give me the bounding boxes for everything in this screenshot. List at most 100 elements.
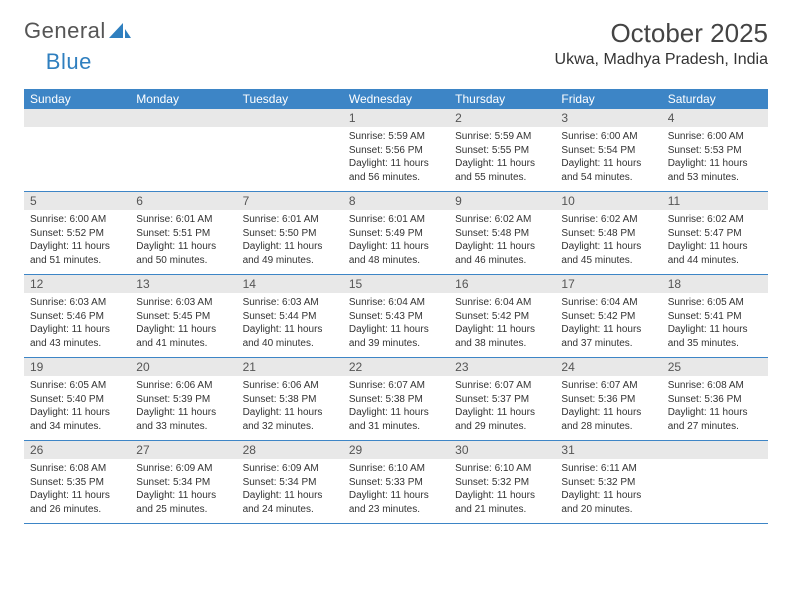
sunrise-text: Sunrise: 6:07 AM (349, 379, 443, 393)
brand-sail-icon (109, 23, 131, 41)
sunset-text: Sunset: 5:36 PM (561, 393, 655, 407)
day-info: Sunrise: 6:02 AMSunset: 5:48 PMDaylight:… (449, 210, 555, 269)
day-cell (662, 441, 768, 523)
daylight-text: Daylight: 11 hours and 55 minutes. (455, 157, 549, 184)
sunrise-text: Sunrise: 6:07 AM (455, 379, 549, 393)
sunrise-text: Sunrise: 6:06 AM (136, 379, 230, 393)
day-info: Sunrise: 6:05 AMSunset: 5:41 PMDaylight:… (662, 293, 768, 352)
day-info: Sunrise: 6:00 AMSunset: 5:53 PMDaylight:… (662, 127, 768, 186)
day-number: 28 (237, 441, 343, 459)
day-cell: 31Sunrise: 6:11 AMSunset: 5:32 PMDayligh… (555, 441, 661, 523)
day-number: 27 (130, 441, 236, 459)
page-subtitle: Ukwa, Madhya Pradesh, India (555, 51, 768, 69)
sunset-text: Sunset: 5:43 PM (349, 310, 443, 324)
weekday-col: Tuesday (237, 89, 343, 109)
day-info: Sunrise: 6:04 AMSunset: 5:42 PMDaylight:… (449, 293, 555, 352)
sunrise-text: Sunrise: 6:07 AM (561, 379, 655, 393)
daylight-text: Daylight: 11 hours and 49 minutes. (243, 240, 337, 267)
brand-part1: General (24, 18, 106, 44)
day-cell: 27Sunrise: 6:09 AMSunset: 5:34 PMDayligh… (130, 441, 236, 523)
sunset-text: Sunset: 5:44 PM (243, 310, 337, 324)
sunset-text: Sunset: 5:52 PM (30, 227, 124, 241)
day-info: Sunrise: 6:01 AMSunset: 5:51 PMDaylight:… (130, 210, 236, 269)
day-info: Sunrise: 6:10 AMSunset: 5:32 PMDaylight:… (449, 459, 555, 518)
daylight-text: Daylight: 11 hours and 24 minutes. (243, 489, 337, 516)
day-cell: 3Sunrise: 6:00 AMSunset: 5:54 PMDaylight… (555, 109, 661, 191)
day-cell: 10Sunrise: 6:02 AMSunset: 5:48 PMDayligh… (555, 192, 661, 274)
sunset-text: Sunset: 5:48 PM (455, 227, 549, 241)
sunrise-text: Sunrise: 6:10 AM (349, 462, 443, 476)
day-cell: 26Sunrise: 6:08 AMSunset: 5:35 PMDayligh… (24, 441, 130, 523)
day-number (662, 441, 768, 459)
daylight-text: Daylight: 11 hours and 39 minutes. (349, 323, 443, 350)
daylight-text: Daylight: 11 hours and 38 minutes. (455, 323, 549, 350)
day-info: Sunrise: 6:01 AMSunset: 5:49 PMDaylight:… (343, 210, 449, 269)
day-cell: 21Sunrise: 6:06 AMSunset: 5:38 PMDayligh… (237, 358, 343, 440)
weekday-col: Saturday (662, 89, 768, 109)
day-cell: 5 Sunrise: 6:00 AMSunset: 5:52 PMDaylight… (24, 192, 130, 274)
sunset-text: Sunset: 5:51 PM (136, 227, 230, 241)
sunset-text: Sunset: 5:32 PM (561, 476, 655, 490)
daylight-text: Daylight: 11 hours and 29 minutes. (455, 406, 549, 433)
day-cell: 17Sunrise: 6:04 AMSunset: 5:42 PMDayligh… (555, 275, 661, 357)
day-number: 9 (449, 192, 555, 210)
sunrise-text: Sunrise: 6:03 AM (243, 296, 337, 310)
day-number: 16 (449, 275, 555, 293)
weekday-header: SundayMondayTuesdayWednesdayThursdayFrid… (24, 89, 768, 109)
brand-part2: Blue (46, 49, 92, 75)
day-number: 18 (662, 275, 768, 293)
day-number: 2 (449, 109, 555, 127)
day-info: Sunrise: 5:59 AMSunset: 5:55 PMDaylight:… (449, 127, 555, 186)
day-info: Sunrise: 6:01 AMSunset: 5:50 PMDaylight:… (237, 210, 343, 269)
sunset-text: Sunset: 5:42 PM (561, 310, 655, 324)
day-info: Sunrise: 6:07 AMSunset: 5:36 PMDaylight:… (555, 376, 661, 435)
day-number: 20 (130, 358, 236, 376)
day-number (24, 109, 130, 127)
day-info: Sunrise: 6:04 AMSunset: 5:43 PMDaylight:… (343, 293, 449, 352)
page-title: October 2025 (555, 18, 768, 49)
day-cell: 20Sunrise: 6:06 AMSunset: 5:39 PMDayligh… (130, 358, 236, 440)
day-cell: 14Sunrise: 6:03 AMSunset: 5:44 PMDayligh… (237, 275, 343, 357)
day-number: 15 (343, 275, 449, 293)
sunset-text: Sunset: 5:38 PM (349, 393, 443, 407)
sunrise-text: Sunrise: 6:01 AM (243, 213, 337, 227)
day-number: 3 (555, 109, 661, 127)
sunrise-text: Sunrise: 6:00 AM (561, 130, 655, 144)
day-info: Sunrise: 6:04 AMSunset: 5:42 PMDaylight:… (555, 293, 661, 352)
sunrise-text: Sunrise: 6:03 AM (30, 296, 124, 310)
sunset-text: Sunset: 5:46 PM (30, 310, 124, 324)
sunrise-text: Sunrise: 6:06 AM (243, 379, 337, 393)
day-info: Sunrise: 6:09 AMSunset: 5:34 PMDaylight:… (237, 459, 343, 518)
daylight-text: Daylight: 11 hours and 21 minutes. (455, 489, 549, 516)
sunset-text: Sunset: 5:49 PM (349, 227, 443, 241)
day-info: Sunrise: 6:08 AMSunset: 5:36 PMDaylight:… (662, 376, 768, 435)
daylight-text: Daylight: 11 hours and 48 minutes. (349, 240, 443, 267)
sunrise-text: Sunrise: 6:08 AM (668, 379, 762, 393)
sunset-text: Sunset: 5:47 PM (668, 227, 762, 241)
day-cell: 13Sunrise: 6:03 AMSunset: 5:45 PMDayligh… (130, 275, 236, 357)
sunrise-text: Sunrise: 6:00 AM (30, 213, 124, 227)
day-number: 17 (555, 275, 661, 293)
sunrise-text: Sunrise: 6:02 AM (668, 213, 762, 227)
day-cell (130, 109, 236, 191)
day-cell: 9Sunrise: 6:02 AMSunset: 5:48 PMDaylight… (449, 192, 555, 274)
sunrise-text: Sunrise: 6:11 AM (561, 462, 655, 476)
day-cell: 2Sunrise: 5:59 AMSunset: 5:55 PMDaylight… (449, 109, 555, 191)
day-info: Sunrise: 6:06 AMSunset: 5:38 PMDaylight:… (237, 376, 343, 435)
weekday-col: Sunday (24, 89, 130, 109)
day-number: 5 (24, 192, 130, 210)
day-cell: 29Sunrise: 6:10 AMSunset: 5:33 PMDayligh… (343, 441, 449, 523)
sunset-text: Sunset: 5:34 PM (243, 476, 337, 490)
daylight-text: Daylight: 11 hours and 44 minutes. (668, 240, 762, 267)
sunrise-text: Sunrise: 6:04 AM (561, 296, 655, 310)
day-cell: 11Sunrise: 6:02 AMSunset: 5:47 PMDayligh… (662, 192, 768, 274)
sunset-text: Sunset: 5:34 PM (136, 476, 230, 490)
sunset-text: Sunset: 5:50 PM (243, 227, 337, 241)
daylight-text: Daylight: 11 hours and 45 minutes. (561, 240, 655, 267)
sunrise-text: Sunrise: 6:00 AM (668, 130, 762, 144)
sunset-text: Sunset: 5:32 PM (455, 476, 549, 490)
day-cell: 16Sunrise: 6:04 AMSunset: 5:42 PMDayligh… (449, 275, 555, 357)
brand-logo: General (24, 18, 131, 44)
daylight-text: Daylight: 11 hours and 32 minutes. (243, 406, 337, 433)
daylight-text: Daylight: 11 hours and 51 minutes. (30, 240, 124, 267)
